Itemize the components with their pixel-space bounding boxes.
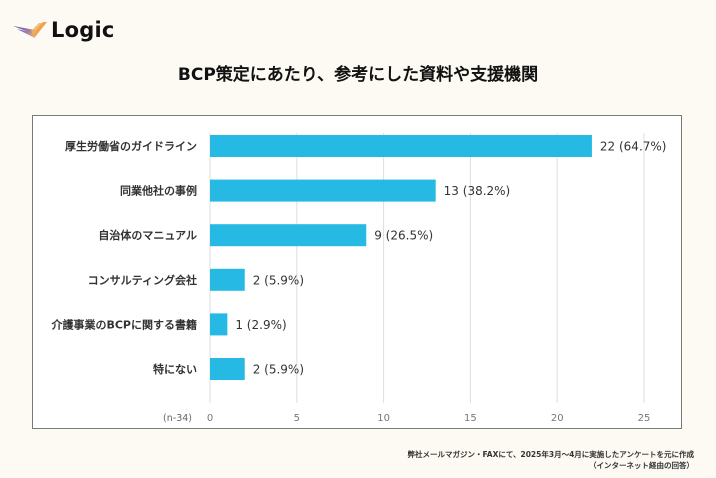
data-label: 13 (38.2%) — [444, 184, 511, 198]
footnote-line-2: （インターネット経由の回答） — [589, 461, 694, 470]
wing-logo-icon — [13, 22, 47, 38]
category-label: 特にない — [153, 362, 197, 376]
chart-title: BCP策定にあたり、参考にした資料や支援機関 — [177, 65, 539, 85]
footnote-line-1: 弊社メールマガジン・FAXにて、2025年3月〜4月に実施したアンケートを元に作… — [407, 450, 694, 459]
x-tick-label: 25 — [638, 413, 651, 424]
category-label: 同業他社の事例 — [120, 184, 197, 198]
data-label: 2 (5.9%) — [253, 363, 304, 377]
x-tick-label: 15 — [464, 413, 477, 424]
category-label: 介護事業のBCPに関する書籍 — [50, 317, 197, 331]
sample-size-note: (n-34) — [163, 413, 192, 424]
brand-logo: Logic — [13, 18, 115, 42]
category-label: コンサルティング会社 — [88, 273, 197, 287]
data-label: 22 (64.7%) — [600, 140, 667, 154]
category-label: 自治体のマニュアル — [98, 228, 197, 242]
bar — [210, 224, 367, 247]
x-tick-label: 20 — [551, 413, 564, 424]
x-tick-label: 5 — [294, 413, 300, 424]
footnote: 弊社メールマガジン・FAXにて、2025年3月〜4月に実施したアンケートを元に作… — [408, 449, 694, 471]
brand-name: Logic — [51, 18, 115, 42]
x-tick-label: 0 — [207, 413, 213, 424]
bar — [210, 179, 436, 202]
category-label: 厚生労働省のガイドライン — [65, 139, 197, 153]
bar — [210, 358, 245, 380]
data-label: 1 (2.9%) — [235, 318, 286, 332]
bar — [210, 313, 228, 336]
data-label: 9 (26.5%) — [374, 229, 433, 243]
data-label: 2 (5.9%) — [253, 273, 304, 287]
x-tick-label: 10 — [377, 413, 390, 424]
chart-frame — [32, 115, 682, 429]
bar — [210, 268, 245, 291]
bar — [210, 135, 592, 157]
